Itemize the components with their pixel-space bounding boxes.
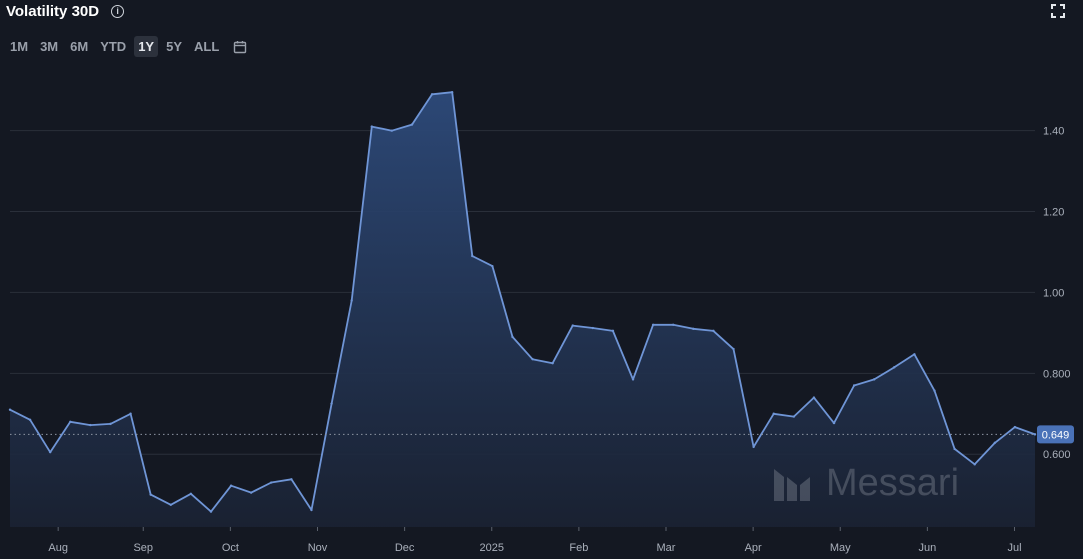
- data-point: [28, 418, 32, 422]
- x-axis: Aug Sep Oct Nov Dec 2025 Feb Mar Apr May Jun Jul: [48, 527, 1022, 554]
- data-point: [109, 422, 112, 426]
- y-tick-label: 0.600: [1043, 449, 1071, 461]
- data-point: [873, 378, 876, 381]
- data-point: [571, 324, 574, 327]
- y-tick-label: 1.00: [1043, 287, 1064, 299]
- data-point: [792, 415, 796, 418]
- range-1m-button[interactable]: 1M: [10, 39, 29, 54]
- messari-watermark: Messari: [772, 462, 959, 505]
- data-point: [812, 396, 816, 399]
- data-point: [511, 335, 514, 339]
- y-axis: 0.600 0.800 1.00 1.20 1.40: [1043, 126, 1071, 462]
- watermark-text: Messari: [826, 462, 960, 504]
- data-point: [631, 378, 635, 381]
- data-point: [651, 323, 655, 326]
- data-point: [692, 327, 695, 331]
- current-value-badge: [1037, 425, 1074, 444]
- data-point: [752, 445, 755, 449]
- x-tick-label: Jul: [1007, 542, 1021, 554]
- data-point: [772, 412, 775, 415]
- data-point: [229, 484, 233, 487]
- range-5y-button[interactable]: 5Y: [166, 39, 182, 54]
- info-icon[interactable]: i: [111, 5, 125, 18]
- x-tick-label: Feb: [569, 542, 588, 554]
- x-tick-label: Oct: [222, 542, 239, 554]
- data-point: [1013, 425, 1017, 429]
- y-tick-label: 1.20: [1043, 207, 1064, 219]
- range-all-button[interactable]: ALL: [194, 39, 220, 54]
- x-tick-label: Sep: [133, 542, 153, 554]
- data-point: [390, 129, 394, 132]
- data-point: [290, 478, 293, 481]
- y-tick-label: 0.800: [1043, 368, 1071, 380]
- data-point: [672, 323, 675, 326]
- data-point: [310, 508, 313, 512]
- x-tick-label: Apr: [745, 542, 762, 554]
- data-point: [450, 91, 454, 94]
- data-point: [370, 125, 373, 128]
- data-point: [471, 254, 474, 258]
- data-point: [611, 329, 615, 333]
- current-value-marker: 0.649: [10, 425, 1074, 444]
- x-tick-label: Jun: [919, 542, 937, 554]
- x-tick-label: Dec: [395, 542, 415, 554]
- data-point: [993, 441, 997, 445]
- x-tick-label: Nov: [308, 542, 328, 554]
- range-1y-button[interactable]: 1Y: [134, 36, 159, 57]
- data-point: [953, 447, 956, 451]
- range-3m-button[interactable]: 3M: [40, 39, 59, 54]
- data-point: [491, 264, 494, 268]
- calendar-icon[interactable]: [233, 40, 247, 54]
- x-tick-label: 2025: [480, 542, 504, 554]
- y-tick-label: 1.40: [1043, 126, 1064, 138]
- data-point: [893, 366, 896, 369]
- range-selector: 1M 3M 6M YTD 1Y 5Y ALL: [6, 36, 247, 57]
- data-point: [410, 123, 414, 126]
- data-point: [732, 347, 735, 351]
- data-point: [48, 450, 52, 454]
- data-point: [89, 423, 92, 427]
- data-point: [712, 329, 715, 333]
- data-point: [913, 353, 916, 356]
- x-tick-label: Mar: [657, 542, 676, 554]
- data-point: [973, 463, 976, 466]
- data-point: [149, 493, 152, 496]
- data-point: [270, 481, 273, 484]
- data-point: [69, 420, 72, 424]
- data-point: [531, 357, 534, 361]
- data-point: [169, 503, 172, 506]
- chart-header: Volatility 30D i: [6, 3, 125, 20]
- area-fill: [10, 92, 1035, 527]
- range-ytd-button[interactable]: YTD: [100, 39, 127, 54]
- data-point: [209, 510, 213, 513]
- fullscreen-icon[interactable]: [1051, 4, 1065, 18]
- x-tick-label: May: [830, 542, 851, 554]
- data-point: [933, 389, 936, 392]
- chart-title: Volatility 30D: [6, 3, 100, 20]
- data-point: [189, 492, 193, 496]
- data-point: [551, 362, 554, 365]
- data-point: [129, 412, 132, 415]
- x-tick-label: Aug: [48, 542, 68, 554]
- data-point: [249, 491, 253, 494]
- plot-area: [8, 91, 1037, 527]
- data-point: [330, 402, 333, 405]
- data-point: [430, 93, 434, 96]
- range-6m-button[interactable]: 6M: [70, 39, 89, 54]
- series-line: [9, 91, 1036, 513]
- data-point: [832, 421, 836, 425]
- data-point: [350, 299, 353, 302]
- data-point: [852, 384, 856, 387]
- data-point: [591, 326, 595, 330]
- current-value-label: 0.649: [1042, 429, 1070, 441]
- data-point: [1033, 433, 1037, 436]
- data-point: [8, 408, 12, 411]
- messari-logo-icon: [774, 468, 810, 501]
